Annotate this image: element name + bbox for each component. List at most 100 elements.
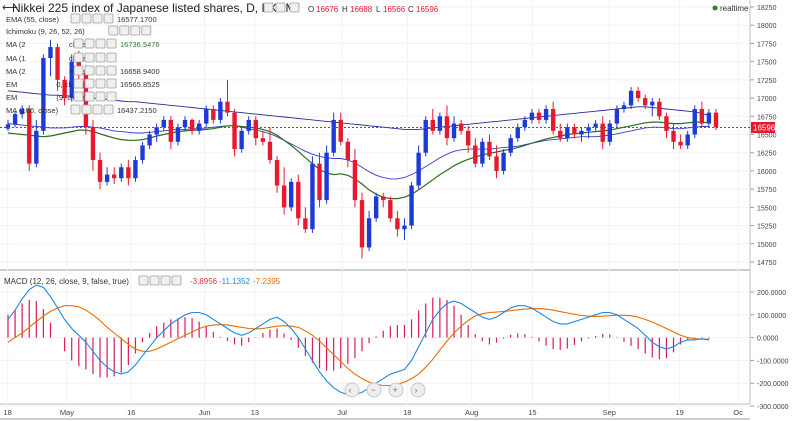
indicator-up-icon[interactable] <box>95 65 106 76</box>
candle-body <box>189 119 195 131</box>
macd-settings-icon[interactable] <box>149 275 160 286</box>
candle-body <box>444 116 450 139</box>
indicator-settings-icon[interactable] <box>119 25 130 36</box>
header-hide-icon[interactable] <box>263 2 274 13</box>
indicator-up-icon[interactable] <box>92 104 103 115</box>
macd-value-3: -7.2395 <box>253 277 281 286</box>
candle-body <box>260 138 266 142</box>
candle-body <box>104 174 110 182</box>
indicator-label: Ichimoku (9, 26, 52, 26) <box>6 27 85 36</box>
candle-body <box>607 123 612 142</box>
indicator-close-icon[interactable] <box>141 25 152 36</box>
time-tick-label: May <box>60 408 74 417</box>
candle-body <box>225 101 230 113</box>
scroll-left-icon[interactable] <box>388 382 404 398</box>
indicator-settings-icon[interactable] <box>84 52 95 63</box>
indicator-settings-icon[interactable] <box>84 78 95 89</box>
realtime-label: realtime <box>720 4 749 13</box>
scroll-left-button[interactable]: + <box>388 382 404 398</box>
indicator-hide-icon[interactable] <box>73 91 84 102</box>
indicator-row[interactable]: MA (1close) <box>6 52 117 63</box>
candle-body <box>27 109 32 164</box>
indicator-row[interactable]: MA (2close)16658.9400 <box>6 65 160 76</box>
macd-hide-icon[interactable] <box>138 275 149 286</box>
candle-body <box>451 123 457 139</box>
indicator-settings-icon[interactable] <box>81 13 92 24</box>
indicator-close-icon[interactable] <box>106 78 117 89</box>
indicator-close-icon[interactable] <box>106 52 117 63</box>
indicator-hide-icon[interactable] <box>70 13 81 24</box>
indicator-hide-icon[interactable] <box>108 25 119 36</box>
candle-body <box>643 98 648 106</box>
time-tick-label: Sep <box>603 408 616 417</box>
header-controls <box>263 2 300 13</box>
candle-body <box>409 185 414 226</box>
candle-body <box>536 112 542 120</box>
candle-body <box>196 123 202 131</box>
candle-body <box>388 200 393 219</box>
indicator-row[interactable]: Ichimoku (9, 26, 52, 26) <box>6 25 152 36</box>
indicator-label: EMA (55, close) <box>6 15 59 24</box>
candle-body <box>175 127 181 142</box>
candle-body <box>133 160 138 179</box>
price-tick-label: 17750 <box>757 41 777 48</box>
candle-body <box>281 185 287 208</box>
candle-body <box>211 109 216 120</box>
candle-body <box>5 124 11 129</box>
indicator-hide-icon[interactable] <box>73 38 84 49</box>
indicator-hide-icon[interactable] <box>70 104 81 115</box>
zoom-out-button[interactable]: ‹ <box>344 382 360 398</box>
macd-up-icon[interactable] <box>160 275 171 286</box>
candle-body <box>466 130 471 146</box>
indicator-settings-icon[interactable] <box>84 91 95 102</box>
candle-body <box>324 152 329 201</box>
indicator-settings-icon[interactable] <box>84 65 95 76</box>
indicator-up-icon[interactable] <box>95 78 106 89</box>
zoom-in-button[interactable]: − <box>366 382 382 398</box>
macd-gridlines <box>0 291 750 407</box>
candle-body <box>699 109 705 124</box>
indicator-legend: EMA (55, close) 16577.1700 Ichimoku (9, 26… <box>6 13 160 115</box>
indicator-settings-icon[interactable] <box>84 38 95 49</box>
ohlc-label-l: L <box>376 5 381 14</box>
indicator-close-icon[interactable] <box>106 38 117 49</box>
indicator-close-icon[interactable] <box>106 65 117 76</box>
indicator-up-icon[interactable] <box>92 13 103 24</box>
scroll-right-button[interactable]: › <box>410 382 426 398</box>
indicator-row[interactable]: EM (9, close) <box>6 91 117 102</box>
header-dropdown-icon[interactable] <box>289 2 300 13</box>
indicator-hide-icon[interactable] <box>73 52 84 63</box>
scroll-right-icon[interactable] <box>410 382 426 398</box>
indicator-row[interactable]: EM 0, close) 16565.8525 <box>6 78 160 89</box>
indicator-close-icon[interactable] <box>106 91 117 102</box>
back-arrow-icon[interactable]: ⟵ <box>2 2 18 14</box>
header-settings-icon[interactable] <box>275 2 286 13</box>
ohlc-label-h: H <box>342 5 348 14</box>
indicator-up-icon[interactable] <box>95 52 106 63</box>
candle-body <box>664 116 669 131</box>
indicator-label-suffix: 0, close) <box>56 80 85 89</box>
indicator-close-icon[interactable] <box>103 13 114 24</box>
candle-body <box>430 119 435 131</box>
time-tick-label: Jul <box>337 408 347 417</box>
indicator-up-icon[interactable] <box>95 91 106 102</box>
candle-body <box>494 156 499 171</box>
indicator-up-icon[interactable] <box>130 25 141 36</box>
indicator-hide-icon[interactable] <box>73 78 84 89</box>
indicator-close-icon[interactable] <box>103 104 114 115</box>
indicator-row[interactable]: MA (100, close) 16437.2150 <box>6 104 157 115</box>
indicator-settings-icon[interactable] <box>81 104 92 115</box>
indicator-up-icon[interactable] <box>95 38 106 49</box>
candle-body <box>593 123 598 128</box>
candle-body <box>97 160 103 182</box>
ohlc-value-l: 16566 <box>383 5 406 14</box>
zoom-out-icon[interactable] <box>344 382 360 398</box>
macd-close-icon[interactable] <box>171 275 182 286</box>
indicator-hide-icon[interactable] <box>73 65 84 76</box>
zoom-in-icon[interactable] <box>366 382 382 398</box>
indicator-row[interactable]: MA (2close)16736.5476 <box>6 38 160 49</box>
symbol-title: Nikkei 225 index of Japanese listed shar… <box>12 1 295 15</box>
indicator-row[interactable]: EMA (55, close) 16577.1700 <box>6 13 157 24</box>
candle-body <box>628 90 634 106</box>
